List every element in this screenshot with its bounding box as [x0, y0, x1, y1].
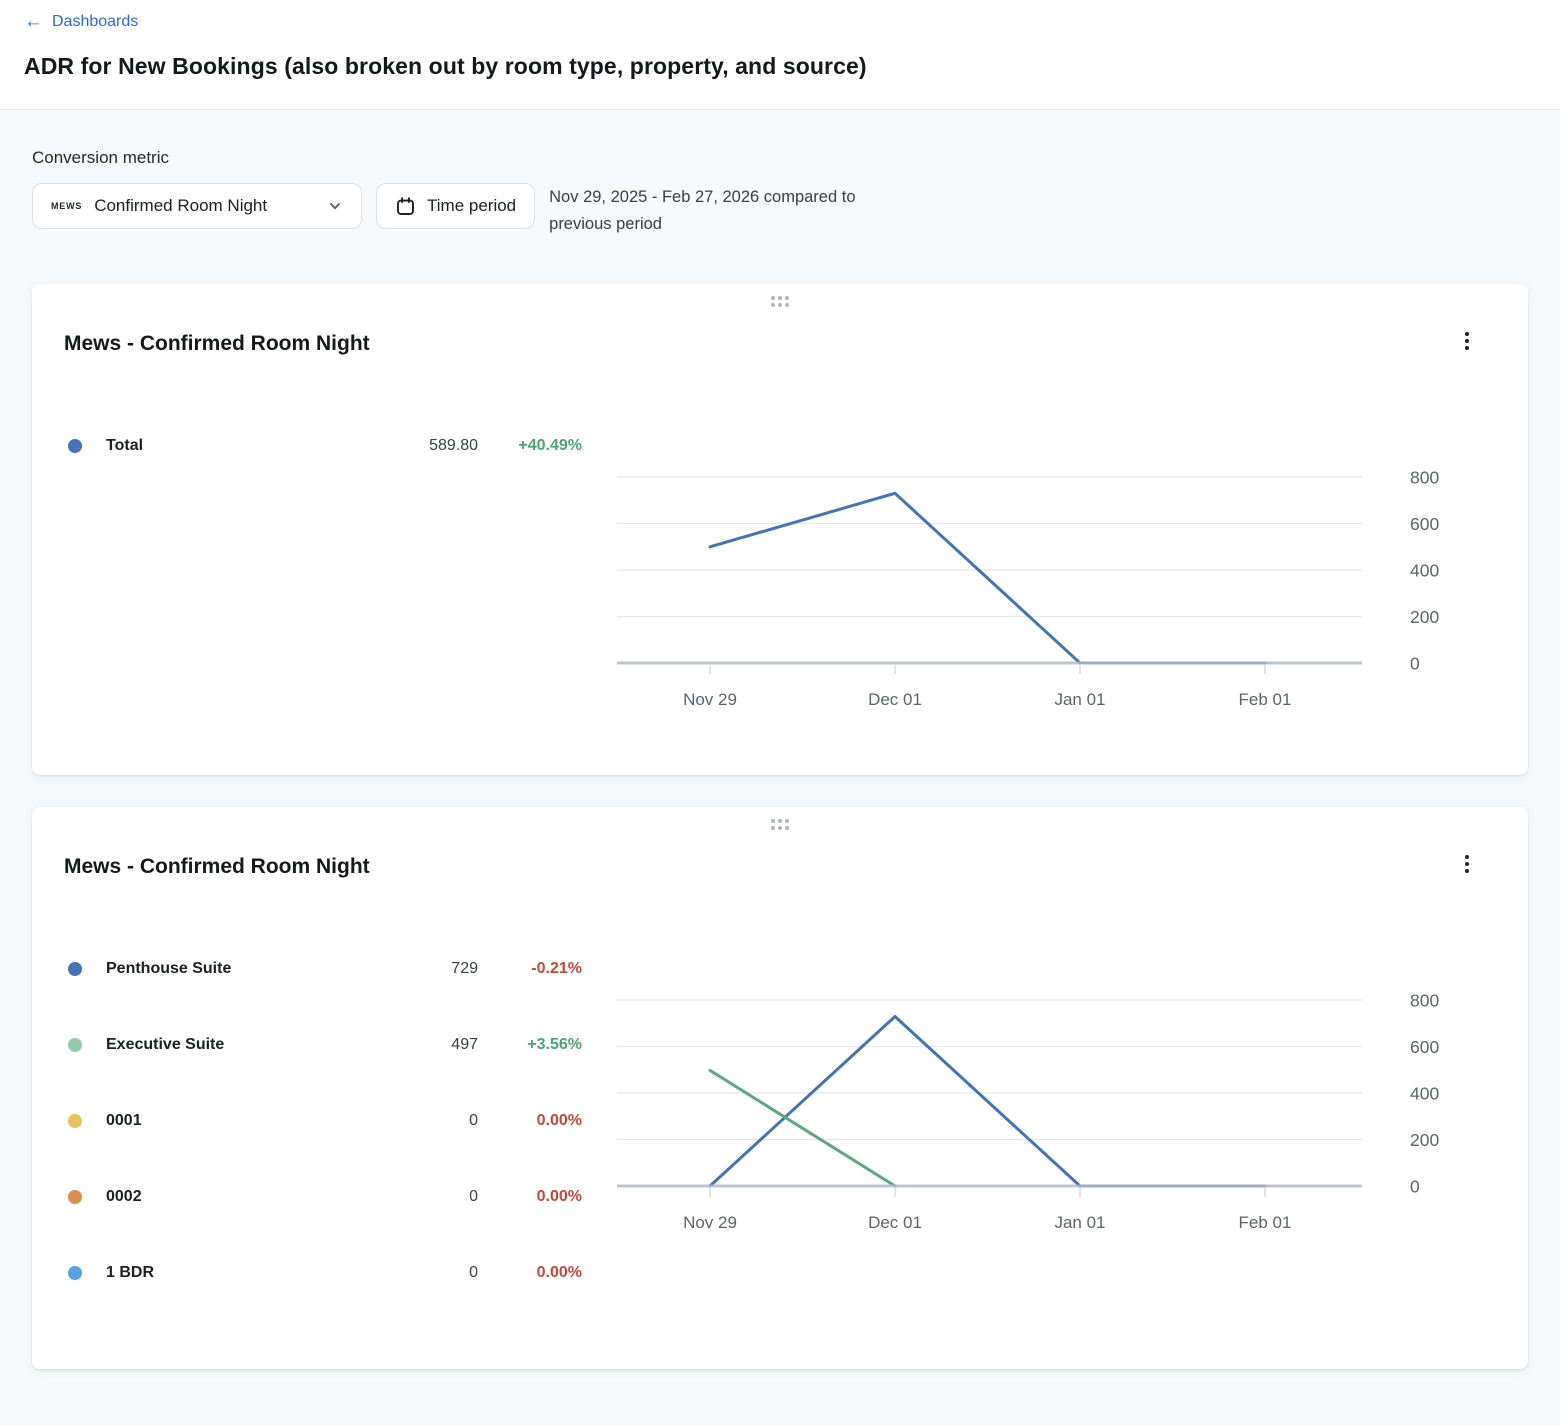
svg-text:0: 0	[1410, 654, 1420, 674]
svg-text:600: 600	[1410, 1037, 1439, 1057]
series-label: Executive Suite	[106, 1036, 225, 1053]
widget-title: Mews - Confirmed Room Night	[64, 855, 370, 878]
metric-dropdown-value: Confirmed Room Night	[94, 196, 268, 215]
series-label: 0002	[106, 1188, 142, 1205]
drag-handle-icon[interactable]	[767, 292, 793, 311]
svg-text:Feb 01: Feb 01	[1239, 690, 1292, 709]
date-range-text: Nov 29, 2025 - Feb 27, 2026 compared to …	[549, 188, 856, 233]
legend-row[interactable]: 0002 0 0.00%	[68, 1185, 582, 1209]
chart-legend: Total 589.80 +40.49%	[68, 434, 582, 510]
series-change-percent: +40.49%	[518, 437, 582, 454]
series-label: Penthouse Suite	[106, 960, 232, 977]
svg-text:800: 800	[1410, 468, 1439, 488]
series-value: 497	[451, 1036, 478, 1053]
series-color-dot-icon	[68, 1266, 82, 1280]
time-period-label: Time period	[427, 196, 517, 215]
series-change-percent: +3.56%	[527, 1036, 582, 1053]
drag-handle-icon[interactable]	[767, 815, 793, 834]
series-change-percent: 0.00%	[536, 1188, 582, 1205]
widget-menu-button[interactable]	[1454, 849, 1480, 879]
series-value: 0	[469, 1188, 478, 1205]
series-value: 589.80	[429, 437, 478, 454]
svg-text:Feb 01: Feb 01	[1239, 1213, 1292, 1232]
series-color-dot-icon	[68, 962, 82, 976]
series-label: 0001	[106, 1112, 142, 1129]
mews-logo: MEWS	[51, 201, 83, 211]
series-change-percent: 0.00%	[536, 1112, 582, 1129]
controls-row: MEWS Confirmed Room Night Time period No…	[32, 183, 1528, 238]
legend-row[interactable]: Penthouse Suite 729 -0.21%	[68, 957, 582, 981]
line-chart: Nov 29 Dec 01 Jan 01 Feb 01 0 200 400 600 800	[617, 463, 1477, 713]
page-title: ADR for New Bookings (also broken out by…	[24, 53, 867, 79]
conversion-metric-label: Conversion metric	[32, 148, 169, 167]
svg-text:Jan 01: Jan 01	[1054, 1213, 1105, 1232]
svg-text:400: 400	[1410, 561, 1439, 581]
legend-row[interactable]: Total 589.80 +40.49%	[68, 434, 582, 458]
svg-text:600: 600	[1410, 514, 1439, 534]
legend-row[interactable]: Executive Suite 497 +3.56%	[68, 1033, 582, 1057]
calendar-icon	[395, 196, 416, 217]
svg-text:0: 0	[1410, 1177, 1420, 1197]
series-color-dot-icon	[68, 1114, 82, 1128]
svg-text:Nov 29: Nov 29	[683, 1213, 737, 1232]
series-value: 729	[451, 960, 478, 977]
widget-card-room-types: Mews - Confirmed Room Night Penthouse Su…	[32, 807, 1528, 1369]
svg-text:Nov 29: Nov 29	[683, 690, 737, 709]
svg-text:Jan 01: Jan 01	[1054, 690, 1105, 709]
series-color-dot-icon	[68, 1038, 82, 1052]
back-link-label: Dashboards	[52, 12, 139, 30]
widget-menu-button[interactable]	[1454, 326, 1480, 356]
legend-row[interactable]: 1 BDR 0 0.00%	[68, 1261, 582, 1285]
page-header: ← Dashboards ADR for New Bookings (also …	[0, 0, 1560, 110]
widget-card-total: Mews - Confirmed Room Night Total 589.80 +…	[32, 284, 1528, 775]
series-label: Total	[106, 437, 144, 454]
widget-title: Mews - Confirmed Room Night	[64, 332, 370, 355]
chevron-down-icon	[327, 198, 343, 214]
chart-legend: Penthouse Suite 729 -0.21% Executive Suite 4…	[68, 957, 582, 1337]
svg-text:800: 800	[1410, 991, 1439, 1011]
conversion-metric-dropdown[interactable]: MEWS Confirmed Room Night	[32, 183, 362, 229]
dashboard-content: Conversion metric MEWS Confirmed Room Ni…	[0, 110, 1560, 1425]
series-change-percent: -0.21%	[531, 960, 582, 977]
series-label: 1 BDR	[106, 1264, 155, 1281]
svg-text:Dec 01: Dec 01	[868, 690, 922, 709]
series-value: 0	[469, 1112, 478, 1129]
svg-text:400: 400	[1410, 1084, 1439, 1104]
series-color-dot-icon	[68, 1190, 82, 1204]
svg-text:200: 200	[1410, 1130, 1439, 1150]
legend-row[interactable]: 0001 0 0.00%	[68, 1109, 582, 1133]
back-to-dashboards-link[interactable]: ← Dashboards	[24, 12, 138, 31]
svg-text:200: 200	[1410, 607, 1439, 627]
series-color-dot-icon	[68, 439, 82, 453]
series-value: 0	[469, 1264, 478, 1281]
line-chart: Nov 29 Dec 01 Jan 01 Feb 01 0 200 400 600 800	[617, 986, 1477, 1236]
time-period-button[interactable]: Time period	[376, 183, 536, 229]
svg-text:Dec 01: Dec 01	[868, 1213, 922, 1232]
back-arrow-icon: ←	[24, 11, 43, 32]
series-change-percent: 0.00%	[536, 1264, 582, 1281]
